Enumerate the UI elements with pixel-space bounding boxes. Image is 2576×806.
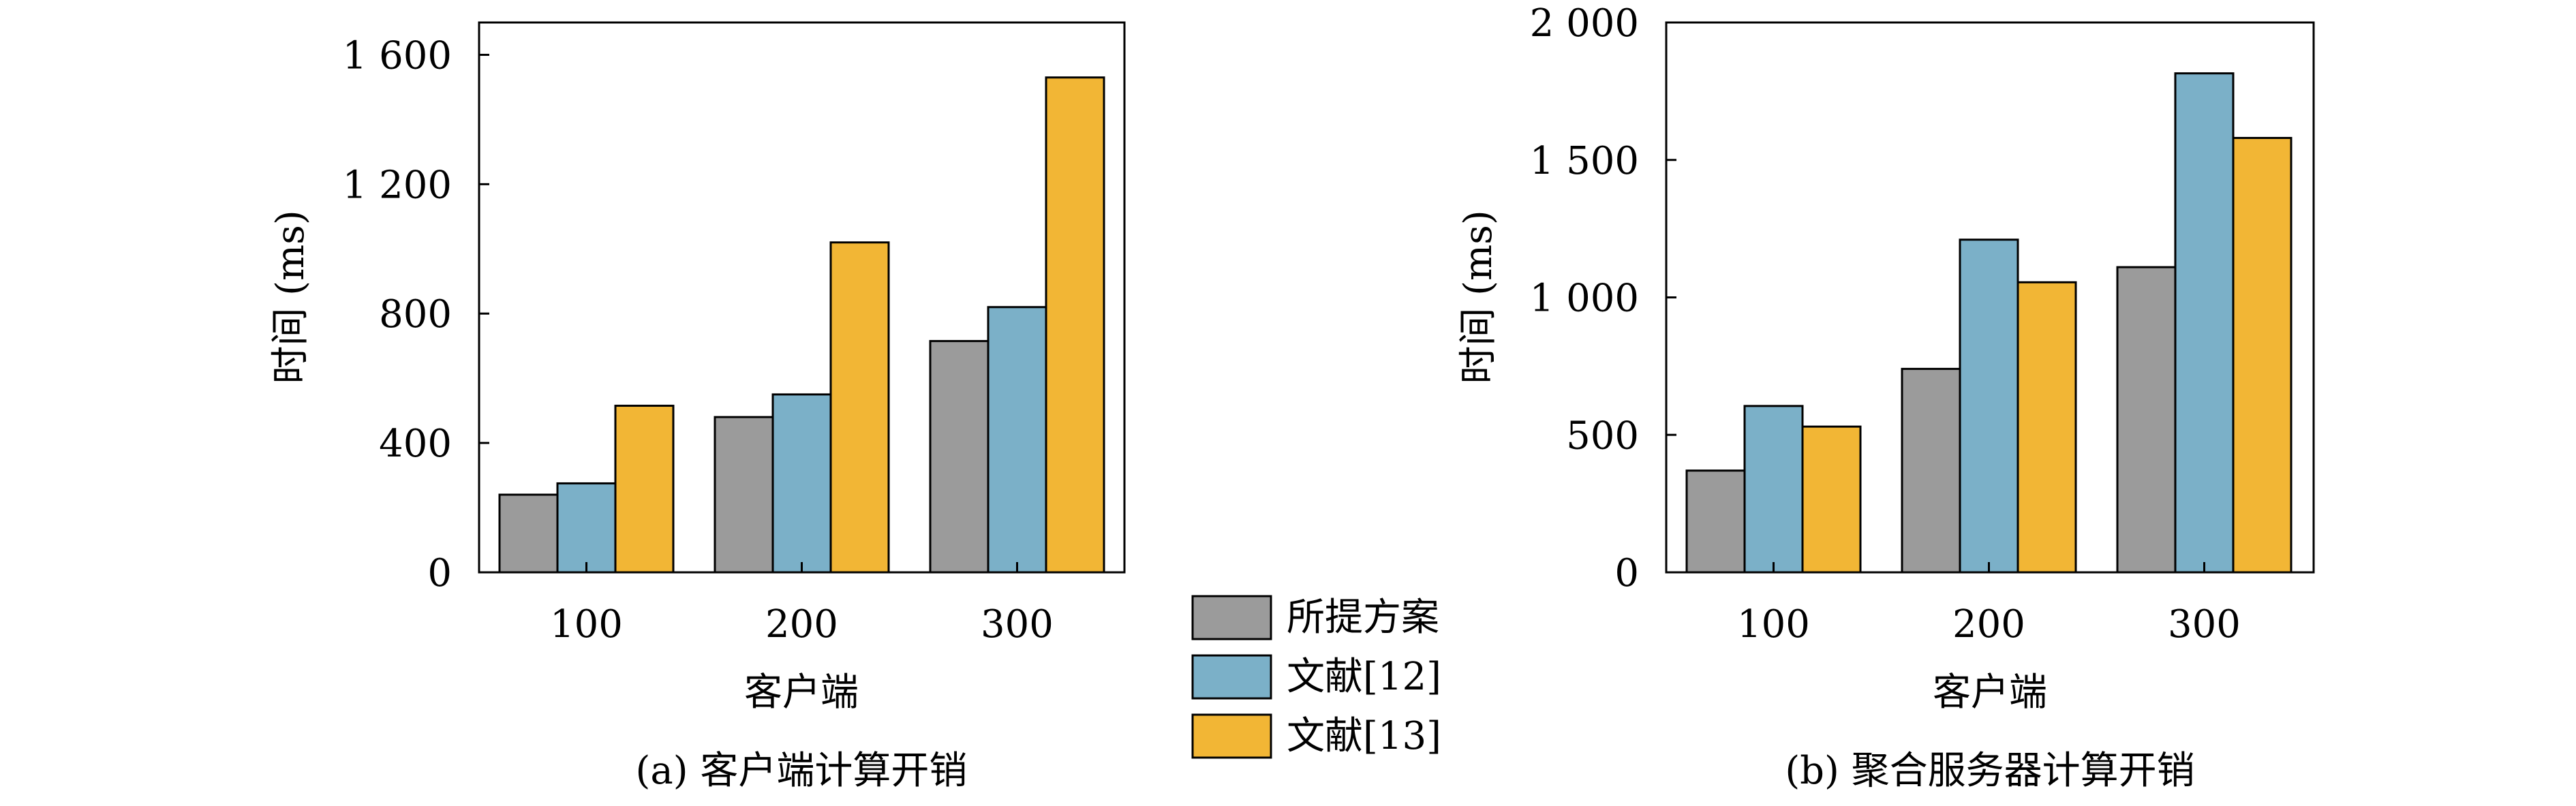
legend-label-2: 文献[13] [1287,714,1441,758]
panel-b-bar-300-series-1 [2174,72,2235,574]
panel-b-bar-200-series-0 [1901,367,1961,574]
panel-a-y-tick-label-2: 800 [379,292,452,337]
panel-a-bar-200-series-2 [829,241,890,574]
panel-a-bar-100-series-2 [614,405,675,574]
panel-b-x-tick-label-100: 100 [1737,602,1810,647]
panel-a-y-tick-label-3: 1 200 [343,163,452,207]
panel-a-y-axis-label: 时间 (ms) [269,210,313,384]
panel-b-bar-200-series-2 [2017,281,2077,574]
panel-b-y-tick-label-0: 0 [1614,551,1639,595]
panel-a-y-tick-label-0: 0 [427,551,452,595]
legend-item-2: 文献[13] [1191,713,1441,759]
panel-b-bar-100-series-2 [1801,425,1862,574]
panel-a-x-tick-label-300: 300 [981,602,1054,647]
panel-b-bars [1685,72,2293,574]
panel-a-y-ticks: 0 400 800 1 200 1 600 [343,33,489,595]
panel-a-bar-300-series-0 [929,340,990,574]
panel-b: 0 500 1 000 1 500 2 000 100 200 300 客户端 时间 (ms… [1456,1,2315,793]
legend-label-1: 文献[12] [1287,655,1441,699]
panel-a-x-ticks: 100 200 300 [550,562,1054,647]
panel-b-bar-200-series-1 [1959,238,2019,574]
legend-item-0: 所提方案 [1191,595,1439,640]
panel-a-x-tick-label-100: 100 [550,602,623,647]
panel-a-bar-200-series-1 [771,393,832,574]
panel-a-x-tick-label-200: 200 [765,602,838,647]
panel-a-bar-100-series-1 [556,482,617,574]
legend-label-0: 所提方案 [1287,595,1439,640]
panel-a-y-tick-label-1: 400 [379,422,452,466]
legend-swatch-2 [1191,713,1272,759]
legend: 所提方案 文献[12] 文献[13] [1191,595,1441,759]
legend-swatch-0 [1191,595,1272,640]
panel-b-bar-100-series-1 [1743,405,1804,574]
panel-b-y-tick-label-2: 1 000 [1530,277,1639,321]
panel-b-bar-100-series-0 [1685,469,1746,574]
panel-b-x-axis-label: 客户端 [1933,670,2047,715]
legend-swatch-1 [1191,654,1272,700]
panel-b-bar-300-series-0 [2116,266,2177,574]
panel-b-y-tick-label-1: 500 [1566,414,1639,458]
panel-b-y-tick-label-3: 1 500 [1530,139,1639,183]
panel-b-x-ticks: 100 200 300 [1737,562,2241,647]
panel-a-bar-100-series-0 [498,493,559,574]
panel-a-y-tick-label-4: 1 600 [343,33,452,78]
legend-item-1: 文献[12] [1191,654,1441,700]
panel-a-bar-200-series-0 [714,416,774,574]
panel-a-bar-300-series-2 [1045,76,1105,574]
panel-b-bar-300-series-2 [2232,136,2293,574]
panel-b-y-axis-label: 时间 (ms) [1456,210,1501,384]
panel-b-caption: (b) 聚合服务器计算开销 [1785,749,2194,793]
panel-b-y-ticks: 0 500 1 000 1 500 2 000 [1530,1,1676,595]
panel-a-bars [498,76,1105,574]
panel-b-y-tick-label-4: 2 000 [1530,1,1639,46]
panel-b-x-tick-label-200: 200 [1952,602,2025,647]
panel-a-x-axis-label: 客户端 [744,670,859,715]
panel-a-bar-300-series-1 [987,306,1047,574]
panel-a-caption: (a) 客户端计算开销 [636,749,968,793]
panel-b-x-tick-label-300: 300 [2168,602,2241,647]
